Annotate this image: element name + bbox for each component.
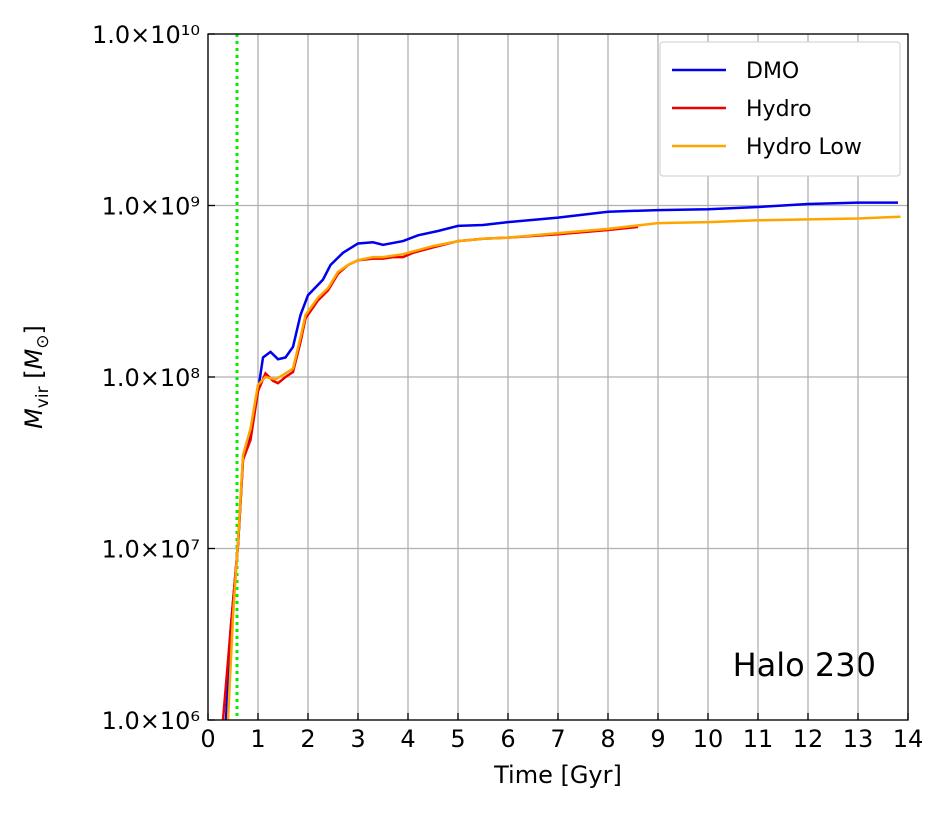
y-unit: M [20, 348, 48, 369]
x-tick-label: 7 [550, 725, 565, 753]
y-tick-label: 1.0×10⁶ [102, 707, 200, 735]
x-tick-label: 5 [450, 725, 465, 753]
y-tick-label: 1.0×10¹⁰ [92, 21, 200, 49]
x-tick-label: 10 [693, 725, 724, 753]
annotation: Halo 230 [733, 646, 876, 684]
legend-label: Hydro [746, 97, 812, 122]
y-axis-label: Mvir [M⊙] [20, 325, 53, 429]
x-tick-label: 8 [600, 725, 615, 753]
y-tick-label: 1.0×10⁷ [102, 536, 200, 564]
series-line [226, 215, 901, 720]
legend-box [659, 41, 901, 177]
x-tick-label: 2 [300, 725, 315, 753]
x-tick-label: 6 [500, 725, 515, 753]
legend-label: DMO [746, 59, 799, 84]
plot-frame [207, 33, 909, 721]
x-tick-label: 0 [200, 725, 215, 753]
y-symbol: M [20, 408, 48, 429]
series-line [224, 201, 898, 720]
y-unit-sub: ⊙ [33, 334, 53, 348]
y-tick-label: 1.0×10⁸ [102, 364, 200, 392]
y-symbol-sub: vir [33, 386, 53, 408]
x-tick-label: 11 [743, 725, 774, 753]
x-tick-label: 3 [350, 725, 365, 753]
series-line [221, 225, 639, 720]
x-tick-label: 4 [400, 725, 415, 753]
x-axis-label: Time [Gyr] [493, 761, 622, 789]
x-tick-label: 9 [650, 725, 665, 753]
x-tick-label: 14 [893, 725, 924, 753]
legend-label: Hydro Low [746, 135, 862, 160]
y-tick-label: 1.0×10⁹ [102, 193, 200, 221]
x-tick-label: 12 [793, 725, 824, 753]
x-tick-label: 1 [250, 725, 265, 753]
x-tick-label: 13 [843, 725, 874, 753]
